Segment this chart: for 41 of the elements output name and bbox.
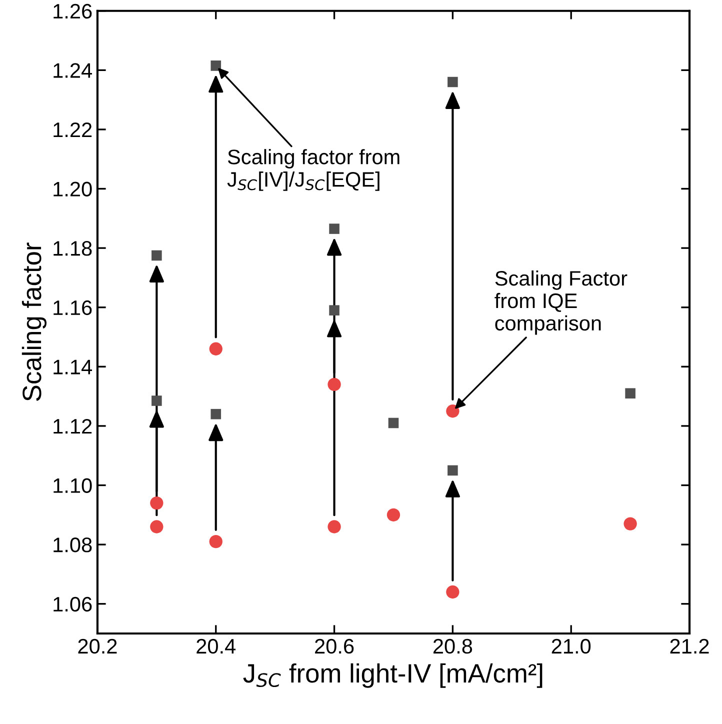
y-tick-label: 1.22 <box>54 122 92 138</box>
y-tick-label: 1.24 <box>54 63 92 78</box>
point <box>328 378 341 392</box>
x-tick-label: 21.2 <box>670 638 709 654</box>
x-tick-label: 20.8 <box>433 638 472 654</box>
point <box>209 535 222 548</box>
x-tick-label: 20.6 <box>315 638 354 654</box>
point <box>150 520 164 534</box>
point <box>388 418 399 428</box>
y-tick-label: 1.14 <box>54 360 92 374</box>
point <box>448 76 458 88</box>
point <box>386 508 400 522</box>
x-tick-label: 21.0 <box>552 638 591 654</box>
annotation: Scaling factor from J$_{SC}$[IV]/J$_{SC}$[EQE] <box>227 149 400 191</box>
x-axis-title: J$_{SC}$ from light-IV [mA/cm²] <box>243 663 542 688</box>
point <box>150 496 164 510</box>
point <box>210 408 222 420</box>
point <box>448 465 458 476</box>
annotation: Scaling Factor from IQE comparison <box>494 270 628 335</box>
point <box>624 517 637 530</box>
y-tick-label: 1.06 <box>54 596 92 612</box>
point <box>446 585 460 599</box>
y-axis-title: Scaling factor <box>22 242 47 401</box>
point <box>209 342 222 356</box>
point <box>446 404 460 418</box>
y-tick-label: 1.08 <box>54 538 92 552</box>
y-tick-label: 1.10 <box>54 478 92 494</box>
point <box>329 305 340 316</box>
y-tick-label: 1.26 <box>54 4 92 19</box>
y-tick-label: 1.20 <box>54 182 92 197</box>
point <box>328 520 341 534</box>
x-tick-label: 20.4 <box>196 638 236 654</box>
point <box>210 60 222 71</box>
point <box>152 396 162 406</box>
y-tick-label: 1.18 <box>54 241 92 256</box>
y-tick-label: 1.12 <box>54 418 92 434</box>
point <box>152 250 162 261</box>
y-tick-label: 1.16 <box>54 300 92 316</box>
point <box>329 224 340 234</box>
point <box>625 388 636 398</box>
x-tick-label: 20.2 <box>78 638 117 654</box>
